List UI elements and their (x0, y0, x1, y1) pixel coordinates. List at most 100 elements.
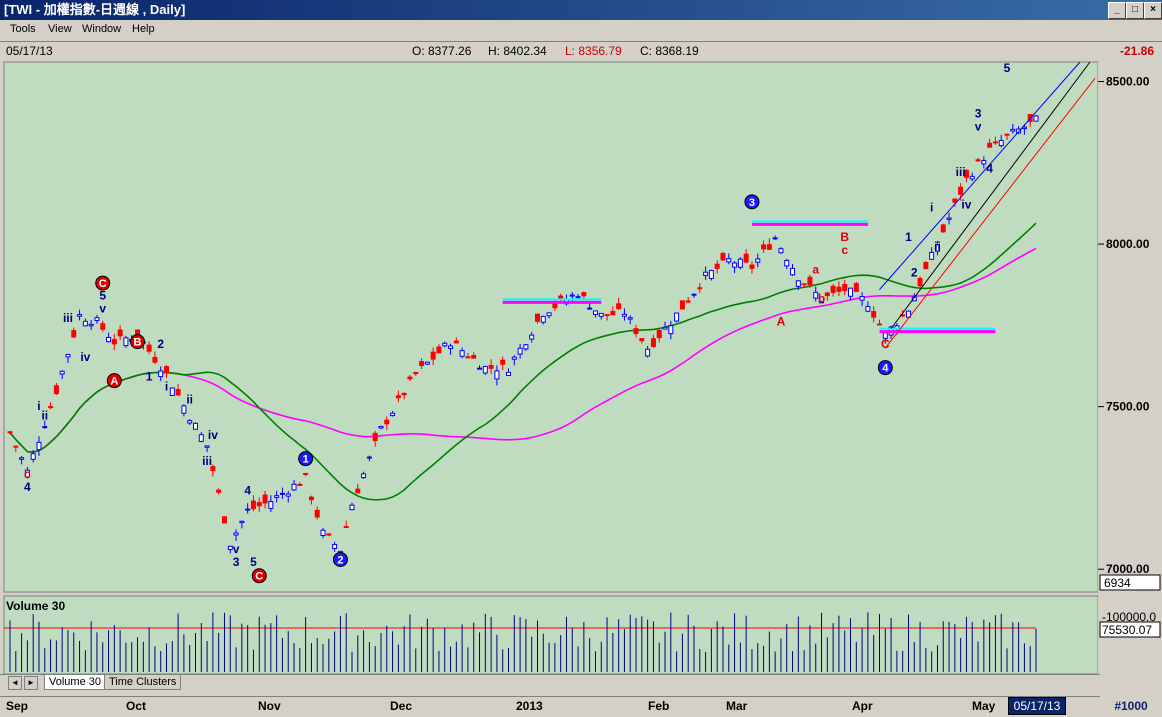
month-label: Oct (126, 699, 147, 713)
wave-circle (251, 568, 267, 584)
maximize-button[interactable]: □ (1126, 2, 1144, 19)
candle-body (534, 313, 540, 322)
wave-label: 1 (905, 230, 912, 244)
candle-body (245, 508, 251, 511)
wave-label: iii (202, 454, 212, 468)
wave-label: 1 (303, 454, 309, 466)
candle-body (795, 280, 801, 287)
wave-label: ii (934, 240, 941, 254)
candle-body (24, 469, 30, 478)
candle-body (430, 351, 436, 360)
candle-body (772, 237, 778, 240)
menu-window[interactable]: Window (82, 23, 122, 35)
candle-body (848, 287, 854, 297)
menu-tools[interactable]: Tools (10, 23, 36, 35)
volume-title: Volume 30 (6, 599, 65, 613)
candle-body (181, 405, 187, 414)
wave-label: v (233, 542, 240, 556)
tab-nav-right-icon[interactable]: ► (24, 676, 38, 690)
month-label: Nov (258, 699, 281, 713)
candle-body (332, 543, 338, 550)
candle-body (192, 422, 198, 430)
candle-body (477, 367, 483, 370)
candle-body (42, 426, 48, 429)
candle-body (958, 186, 964, 195)
candle-body (361, 473, 367, 479)
candle-body (581, 292, 587, 297)
price-tick-label: 7500.00 (1106, 400, 1150, 414)
tab-nav-left-icon[interactable]: ◄ (8, 676, 22, 690)
menu-help[interactable]: Help (132, 23, 155, 35)
wave-label: 4 (24, 480, 31, 494)
wave-label: i (165, 379, 168, 393)
candle-body (291, 483, 297, 491)
wave-circle (95, 275, 111, 291)
candle-body (998, 139, 1004, 147)
wave-label: c (24, 467, 31, 481)
wave-label: v (975, 119, 982, 133)
candle-body (650, 338, 656, 347)
candle-body (465, 356, 471, 359)
candle-body (981, 160, 987, 165)
candle-body (506, 371, 512, 376)
wave-label: 2 (157, 337, 164, 351)
info-date: 05/17/13 (6, 44, 53, 58)
candle-body (395, 395, 401, 399)
volume-pane[interactable] (3, 595, 1099, 675)
candle-body (992, 141, 998, 144)
info-change: -21.86 (1120, 44, 1155, 58)
candle-body (616, 303, 622, 310)
candle-body (19, 457, 25, 460)
channel-line (879, 61, 1081, 290)
candle-body (94, 317, 100, 322)
wave-circle (130, 334, 146, 350)
candle-body (36, 441, 42, 451)
candle-body (714, 263, 720, 269)
candle-body (53, 385, 59, 395)
minimize-button[interactable]: _ (1108, 2, 1126, 19)
month-label: 2013 (516, 699, 543, 713)
tab-time-clusters[interactable]: Time Clusters (104, 675, 182, 690)
candle-body (413, 372, 419, 375)
month-label: May (972, 699, 996, 713)
wave-label: c (841, 243, 848, 257)
candle-body (123, 337, 129, 347)
menu-bar: Tools View Window Help (0, 20, 1162, 40)
wave-label: iv (961, 197, 971, 211)
wave-label: B (134, 337, 142, 349)
candle-body (221, 516, 227, 524)
candle-body (30, 453, 36, 460)
candle-body (662, 326, 668, 330)
candle-body (987, 142, 993, 148)
candle-body (876, 323, 882, 326)
wave-label: iii (956, 165, 966, 179)
menu-view[interactable]: View (48, 23, 72, 35)
tab-volume-30[interactable]: Volume 30 (44, 675, 106, 690)
candle-body (372, 432, 378, 442)
selected-date-box[interactable]: 05/17/13 (1008, 697, 1066, 715)
wave-label: iv (208, 428, 218, 442)
candle-body (106, 336, 112, 343)
month-label: Mar (726, 699, 748, 713)
candle-body (708, 270, 714, 279)
candle-body (88, 323, 94, 327)
wave-label: v (99, 301, 106, 315)
candle-body (923, 261, 929, 270)
wave-label: 3 (233, 555, 240, 569)
candle-body (830, 285, 836, 293)
candle-body (807, 276, 813, 286)
info-high: H: 8402.34 (488, 44, 547, 58)
month-label: Dec (390, 699, 413, 713)
candle-body (448, 345, 454, 349)
price-tick-label: 8500.00 (1106, 75, 1150, 89)
candle-body (569, 294, 575, 297)
candle-body (13, 445, 19, 448)
candle-body (111, 339, 117, 345)
price-pane[interactable] (3, 61, 1099, 593)
candle-body (401, 392, 407, 396)
close-button[interactable]: × (1144, 2, 1162, 19)
candle-body (262, 494, 268, 504)
candle-body (529, 334, 535, 340)
